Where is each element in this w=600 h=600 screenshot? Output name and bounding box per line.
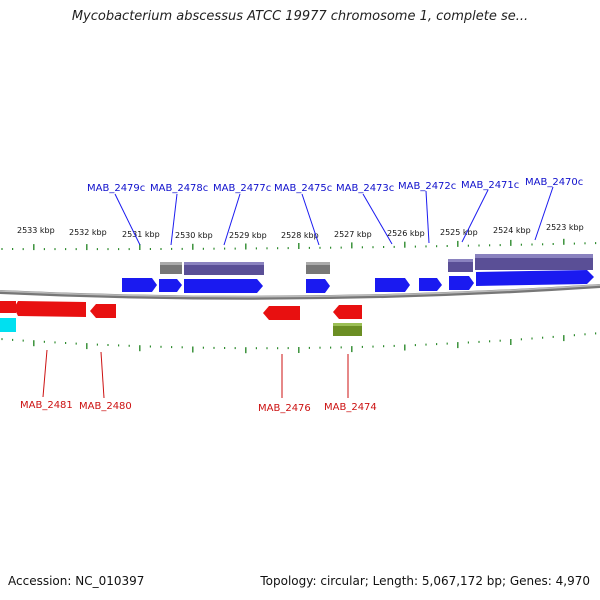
gene-leader-line: [223, 193, 241, 246]
tick-row-top: [1, 238, 597, 251]
forward-gene-arrow[interactable]: [306, 279, 330, 293]
gene-leader-line: [425, 190, 430, 244]
gene-label[interactable]: MAB_2476: [258, 403, 311, 414]
accession-label: Accession: NC_010397: [8, 574, 145, 588]
kbp-labels: 2533 kbp 2532 kbp 2531 kbp 2530 kbp 2529…: [17, 223, 584, 240]
top-gene-labels: MAB_2479c MAB_2478c MAB_2477c MAB_2475c …: [87, 177, 583, 246]
kbp-label: 2525 kbp: [440, 228, 478, 237]
kbp-label: 2527 kbp: [334, 230, 372, 239]
kbp-label: 2523 kbp: [546, 223, 584, 232]
kbp-label: 2531 kbp: [122, 230, 160, 239]
gene-leader-line: [170, 193, 178, 246]
kbp-label: 2532 kbp: [69, 228, 107, 237]
gene-leader-line: [301, 193, 320, 246]
reverse-gene-arrow[interactable]: [333, 305, 362, 319]
cds-block[interactable]: [448, 259, 473, 272]
forward-gene-row: [122, 270, 594, 293]
gene-leader-line: [114, 193, 141, 246]
forward-gene-arrow[interactable]: [419, 278, 442, 291]
kbp-label: 2530 kbp: [175, 231, 213, 240]
kbp-label: 2533 kbp: [17, 226, 55, 235]
gene-label[interactable]: MAB_2474: [324, 402, 377, 413]
reverse-gene-arrow[interactable]: [14, 301, 86, 317]
gene-label[interactable]: MAB_2479c: [87, 183, 145, 194]
kbp-label: 2529 kbp: [229, 231, 267, 240]
reverse-gene-fragment[interactable]: [0, 301, 16, 313]
reverse-gene-arrow[interactable]: [90, 304, 116, 318]
gene-label[interactable]: MAB_2480: [79, 401, 132, 412]
gene-leader-line: [534, 186, 554, 241]
gene-label[interactable]: MAB_2470c: [525, 177, 583, 188]
genome-summary-label: Topology: circular; Length: 5,067,172 bp…: [260, 574, 590, 588]
pseudo-gene-block-shade: [306, 262, 330, 265]
forward-gene-arrow[interactable]: [375, 278, 410, 292]
forward-gene-arrow[interactable]: [476, 270, 594, 286]
cyan-feature-block[interactable]: [0, 318, 16, 332]
kbp-label: 2528 kbp: [281, 231, 319, 240]
pseudo-gene-block-shade: [160, 262, 182, 265]
upper-feature-row: [160, 254, 593, 275]
kbp-label: 2524 kbp: [493, 226, 531, 235]
olive-feature-block[interactable]: [333, 323, 362, 336]
gene-leader-line: [362, 193, 393, 245]
tick-row-bottom: [1, 332, 597, 354]
reverse-gene-row: [0, 301, 362, 336]
chromosome-backbone-highlight: [0, 284, 600, 298]
map-title: Mycobacterium abscessus ATCC 19977 chrom…: [71, 9, 529, 24]
forward-gene-arrow[interactable]: [159, 279, 182, 292]
reverse-gene-arrow[interactable]: [263, 306, 300, 320]
forward-gene-arrow[interactable]: [122, 278, 157, 292]
gene-leader-line: [42, 349, 48, 398]
forward-gene-arrow[interactable]: [449, 276, 474, 290]
cds-block-shade: [184, 262, 264, 265]
kbp-label: 2526 kbp: [387, 229, 425, 238]
forward-gene-arrow[interactable]: [184, 279, 263, 293]
bottom-gene-labels: MAB_2481 MAB_2480 MAB_2476 MAB_2474: [20, 349, 377, 414]
cds-block-shade: [448, 259, 473, 262]
cds-block-shade: [475, 254, 593, 258]
gene-label[interactable]: MAB_2478c: [150, 183, 208, 194]
gene-label[interactable]: MAB_2481: [20, 400, 73, 411]
olive-feature-block-shade: [333, 323, 362, 326]
gene-label[interactable]: MAB_2471c: [461, 180, 519, 191]
cds-block[interactable]: [184, 262, 264, 275]
gene-label[interactable]: MAB_2475c: [274, 183, 332, 194]
gene-label[interactable]: MAB_2472c: [398, 181, 456, 192]
gene-leader-line: [100, 351, 105, 399]
chromosome-backbone: [0, 284, 600, 300]
gene-label[interactable]: MAB_2473c: [336, 183, 394, 194]
gene-label[interactable]: MAB_2477c: [213, 183, 271, 194]
gene-leader-line: [461, 189, 489, 243]
